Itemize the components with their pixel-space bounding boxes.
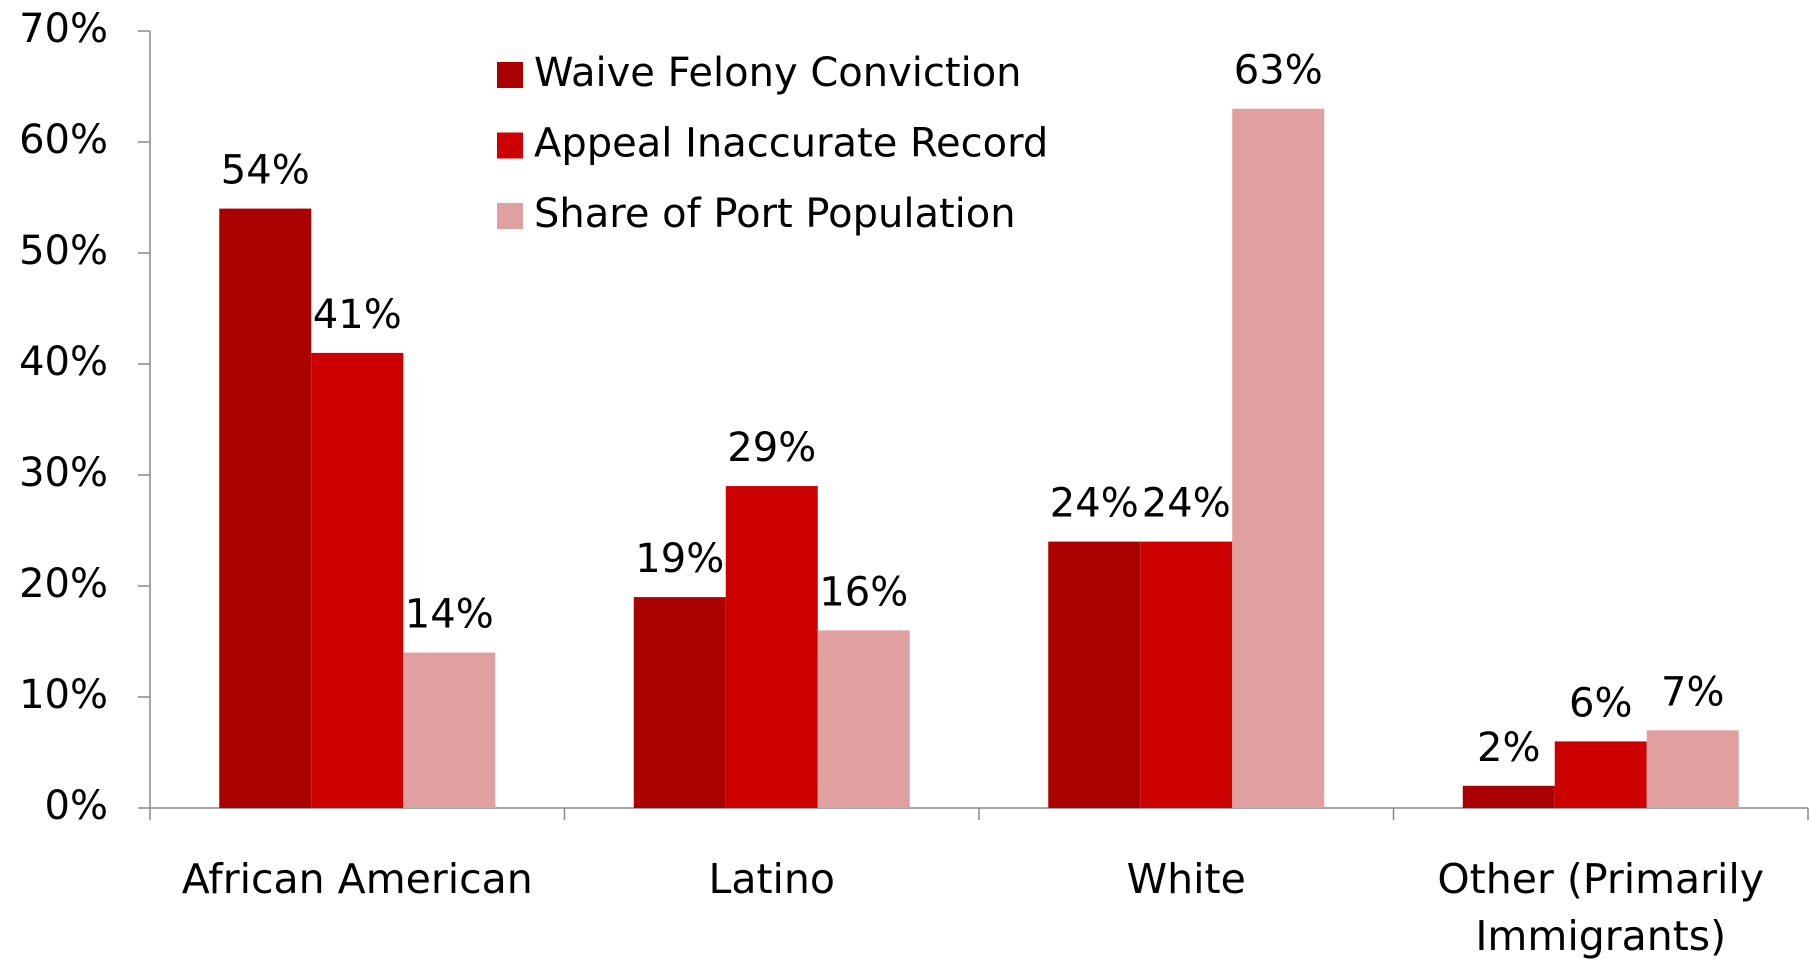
y-tick-label: 60%	[19, 117, 108, 163]
x-tick-label: African American	[181, 855, 533, 903]
x-tick-label: Latino	[708, 855, 835, 903]
x-tick-label: Other (Primarily Immigrants)	[1437, 855, 1765, 960]
bar	[1554, 741, 1647, 808]
bar	[633, 597, 726, 808]
bar	[1646, 730, 1739, 808]
y-tick-label: 40%	[19, 339, 108, 385]
value-label: 41%	[313, 292, 402, 338]
y-tick-label: 30%	[19, 450, 108, 496]
y-tick-label: 10%	[19, 672, 108, 718]
value-label: 2%	[1477, 725, 1540, 771]
value-label: 24%	[1142, 481, 1231, 527]
legend-label: Share of Port Population	[534, 191, 1016, 237]
bar	[725, 486, 818, 808]
value-label: 14%	[405, 592, 494, 638]
bar	[1048, 541, 1141, 808]
bar	[219, 208, 312, 809]
y-tick-label: 20%	[19, 561, 108, 607]
y-tick-label: 70%	[19, 6, 108, 52]
legend-swatch	[497, 132, 523, 159]
y-tick-label: 0%	[45, 783, 108, 829]
value-label: 63%	[1234, 48, 1323, 94]
value-label: 19%	[635, 536, 724, 582]
legend-label: Appeal Inaccurate Record	[534, 121, 1048, 167]
value-label: 24%	[1050, 481, 1139, 527]
value-label: 29%	[727, 425, 816, 471]
legend-swatch	[497, 62, 523, 88]
value-label: 6%	[1569, 680, 1632, 726]
value-label: 7%	[1661, 669, 1724, 715]
x-tick-label: White	[1126, 855, 1246, 903]
value-label: 16%	[819, 569, 908, 615]
bar	[311, 352, 404, 808]
value-label: 54%	[221, 148, 310, 194]
bar	[817, 630, 910, 808]
bar	[1140, 541, 1233, 808]
bar	[1232, 108, 1325, 808]
bar	[1462, 785, 1555, 808]
bar	[403, 652, 496, 808]
legend-swatch	[497, 203, 523, 229]
legend-label: Waive Felony Conviction	[534, 50, 1022, 96]
y-tick-label: 50%	[19, 228, 108, 274]
